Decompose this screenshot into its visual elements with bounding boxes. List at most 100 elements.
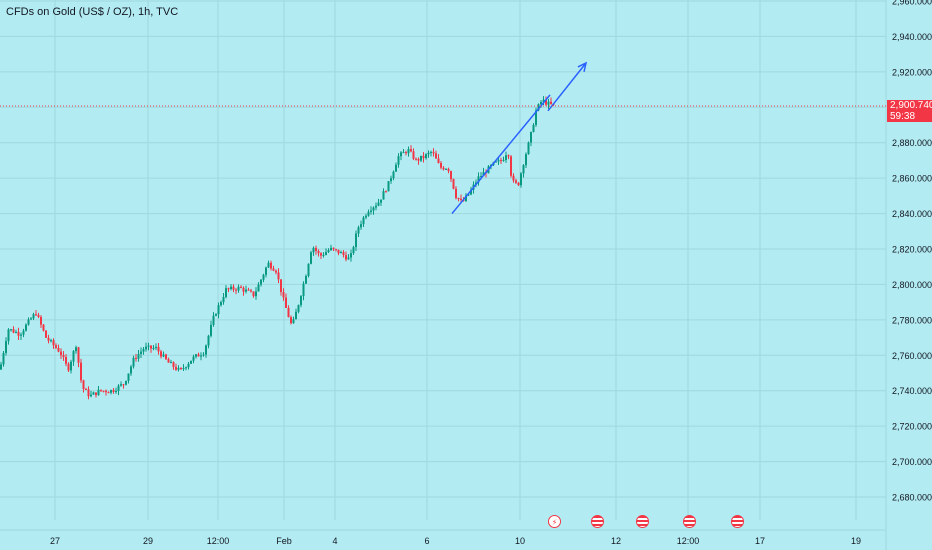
candle-up <box>530 131 532 143</box>
candle-up <box>357 227 360 234</box>
candle-up <box>212 315 215 325</box>
candle-up <box>400 152 402 157</box>
us-flag-icon[interactable] <box>731 515 744 528</box>
us-flag-icon[interactable] <box>636 515 649 528</box>
candle-down <box>67 363 70 371</box>
candle-down <box>415 158 417 160</box>
candle-up <box>387 181 390 192</box>
us-flag-icon[interactable] <box>591 515 604 528</box>
candle-down <box>287 307 290 318</box>
candle-up <box>547 101 550 105</box>
candle-down <box>545 99 547 105</box>
candle-down <box>227 288 230 290</box>
time-tick-label: 4 <box>332 536 337 546</box>
candle-up <box>137 354 140 359</box>
candle-down <box>150 345 152 349</box>
candle-down <box>455 188 457 199</box>
bar-countdown: 59:38 <box>890 110 916 122</box>
candle-down <box>337 249 340 254</box>
candle-up <box>92 392 95 395</box>
candle-down <box>500 160 502 162</box>
price-tick-label: 2,760.000 <box>892 351 932 361</box>
candle-up <box>325 252 327 255</box>
candle-down <box>332 247 335 250</box>
candle-up <box>372 207 375 211</box>
candle-down <box>122 384 125 386</box>
candle-up <box>497 160 500 162</box>
candle-up <box>375 205 377 208</box>
candle-down <box>272 268 275 271</box>
candle-down <box>105 390 107 393</box>
candle-down <box>197 354 200 357</box>
time-tick-label: 12:00 <box>207 536 230 546</box>
candle-up <box>322 254 325 256</box>
symbol-title[interactable]: CFDs on Gold (US$ / OZ), 1h, TVC <box>6 6 179 18</box>
candle-up <box>427 152 430 155</box>
candle-up <box>430 151 432 153</box>
candle-up <box>0 364 2 370</box>
time-tick-label: 19 <box>851 536 861 546</box>
candle-down <box>232 286 235 290</box>
candle-up <box>97 389 100 396</box>
candle-up <box>230 286 232 289</box>
candle-up <box>15 331 17 333</box>
candle-down <box>285 297 287 308</box>
candle-down <box>80 362 82 381</box>
candle-up <box>192 356 195 361</box>
candle-up <box>90 394 92 397</box>
price-tick-label: 2,800.000 <box>892 280 932 290</box>
candle-up <box>205 345 207 355</box>
candle-down <box>240 286 242 288</box>
time-tick-label: 17 <box>755 536 765 546</box>
candle-down <box>112 390 115 392</box>
candle-up <box>340 252 342 254</box>
candle-down <box>77 347 80 363</box>
candle-up <box>327 250 330 253</box>
candle-down <box>107 392 110 394</box>
price-tick-label: 2,940.000 <box>892 32 932 42</box>
candle-down <box>242 287 245 292</box>
candle-up <box>407 149 410 154</box>
trend-drawing[interactable] <box>451 61 588 215</box>
candle-up <box>117 385 120 391</box>
candle-down <box>345 255 347 260</box>
candle-up <box>170 362 172 364</box>
candle-up <box>2 352 5 365</box>
candles <box>0 96 555 400</box>
flash-icon[interactable]: ⚡ <box>548 515 561 528</box>
candle-up <box>30 318 32 320</box>
time-axis[interactable]: 27 29 12:00 Feb 4 6 10 12 12:00 17 19 <box>50 536 861 546</box>
candle-up <box>225 288 227 298</box>
time-tick-label: 29 <box>143 536 153 546</box>
trend-line <box>451 94 551 215</box>
candle-down <box>452 178 455 189</box>
candle-down <box>165 354 167 360</box>
candle-up <box>527 142 530 155</box>
candle-up <box>162 354 165 357</box>
time-tick-label: 6 <box>424 536 429 546</box>
candle-up <box>125 380 127 385</box>
candle-up <box>355 233 357 248</box>
candle-down <box>342 252 345 256</box>
candle-down <box>45 330 47 338</box>
candle-up <box>145 346 147 350</box>
candle-down <box>87 389 90 397</box>
price-tick-label: 2,860.000 <box>892 174 932 184</box>
candle-down <box>47 337 50 341</box>
candle-down <box>457 198 460 200</box>
candle-up <box>425 154 427 159</box>
candle-up <box>5 341 7 353</box>
candle-up <box>255 291 257 297</box>
price-axis[interactable]: 2,960.0002,940.0002,920.0002,900.0002,88… <box>892 0 932 503</box>
candle-up <box>217 305 220 315</box>
candle-up <box>195 354 197 357</box>
arrow-line <box>547 62 587 112</box>
candle-down <box>280 279 282 292</box>
candle-up <box>265 267 267 275</box>
candle-up <box>190 360 192 364</box>
us-flag-icon[interactable] <box>683 515 696 528</box>
price-tick-label: 2,740.000 <box>892 386 932 396</box>
candle-up <box>310 252 312 264</box>
